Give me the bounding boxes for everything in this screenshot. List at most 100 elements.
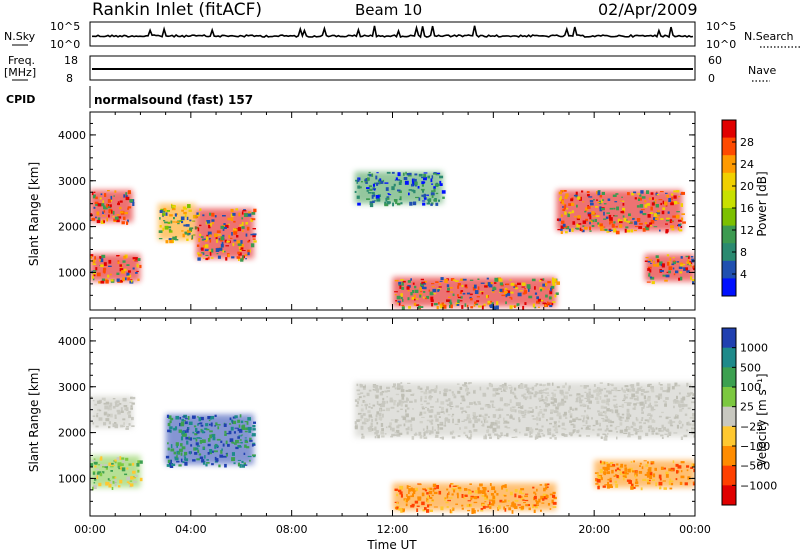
echo-cell: [449, 287, 453, 289]
echo-cell: [369, 174, 373, 177]
colorbar-tick-label: 4: [740, 268, 747, 281]
echo-cell: [545, 387, 549, 390]
echo-cell: [439, 183, 443, 186]
echo-cell: [433, 293, 437, 295]
echo-cell: [561, 422, 565, 426]
echo-cell: [578, 434, 582, 437]
echo-cell: [520, 508, 524, 511]
echo-cell: [432, 288, 437, 293]
echo-cell: [441, 302, 444, 305]
echo-cell: [423, 286, 427, 290]
echo-cell: [692, 280, 695, 284]
echo-cell: [368, 405, 371, 408]
echo-cell: [114, 476, 117, 479]
echo-cell: [237, 436, 240, 439]
echo-cell: [489, 282, 493, 284]
echo-cell: [209, 238, 212, 243]
echo-cell: [630, 461, 633, 463]
echo-cell: [430, 299, 434, 302]
echo-cell: [666, 389, 670, 393]
echo-cell: [489, 383, 493, 387]
echo-cell: [626, 394, 629, 396]
echo-cell: [559, 389, 564, 394]
echo-cell: [232, 243, 235, 247]
echo-cell: [222, 455, 227, 458]
echo-cell: [633, 191, 637, 194]
echo-cell: [464, 494, 468, 497]
echo-cell: [170, 203, 173, 206]
echo-cell: [108, 462, 112, 466]
echo-cell: [651, 202, 655, 206]
echo-cell: [173, 451, 177, 455]
echo-cell: [429, 430, 434, 434]
echo-cell: [620, 211, 623, 214]
echo-cell: [399, 285, 402, 289]
echo-cell: [430, 389, 435, 392]
echo-cell: [230, 213, 234, 218]
echo-cell: [691, 279, 695, 282]
echo-cell: [586, 191, 590, 194]
echo-cell: [96, 272, 101, 277]
echo-cell: [678, 266, 683, 269]
echo-cell: [127, 207, 129, 210]
echo-cell: [552, 506, 557, 508]
echo-cell: [653, 217, 657, 221]
echo-cell: [92, 263, 97, 265]
echo-cell: [463, 419, 468, 421]
echo-cell: [535, 435, 539, 439]
echo-cell: [518, 495, 522, 499]
echo-cell: [188, 438, 191, 440]
echo-cell: [650, 463, 653, 465]
echo-cell: [205, 423, 209, 427]
echo-cell: [447, 287, 450, 291]
echo-cell: [613, 221, 616, 224]
echo-cell: [172, 236, 176, 240]
echo-cell: [182, 416, 186, 418]
echo-cell: [211, 212, 215, 217]
echo-cell: [468, 504, 471, 507]
echo-cell: [422, 283, 427, 285]
echo-cell: [117, 261, 120, 264]
echo-cell: [431, 286, 435, 288]
echo-cell: [514, 503, 516, 507]
echo-cell: [640, 386, 643, 388]
echo-cell: [609, 409, 612, 412]
echo-cell: [224, 433, 227, 436]
echo-cell: [482, 423, 485, 427]
echo-cell: [586, 400, 589, 402]
echo-cell: [227, 254, 230, 258]
echo-cell: [135, 257, 138, 260]
echo-cell: [622, 207, 626, 212]
echo-cell: [132, 462, 135, 466]
echo-cell: [380, 431, 384, 435]
echo-cell: [508, 507, 512, 511]
echo-cell: [253, 240, 257, 243]
echo-cell: [644, 473, 648, 476]
echo-cell: [637, 198, 640, 201]
echo-cell: [474, 403, 478, 406]
echo-cell: [241, 230, 244, 232]
echo-cell: [389, 397, 393, 399]
echo-cell: [606, 427, 609, 431]
echo-cell: [542, 498, 545, 501]
echo-cell: [109, 413, 113, 418]
echo-cell: [242, 255, 244, 259]
echo-cell: [662, 400, 666, 403]
echo-cell: [483, 419, 486, 423]
echo-cell: [541, 433, 544, 435]
echo-cell: [466, 504, 471, 507]
xtick-label: 20:00: [578, 523, 610, 536]
echo-cell: [532, 418, 537, 420]
echo-cell: [624, 464, 627, 467]
echo-cell: [576, 217, 580, 221]
echo-cell: [592, 216, 596, 218]
echo-cell: [447, 404, 450, 406]
echo-cell: [665, 474, 669, 478]
echo-cell: [411, 297, 416, 300]
echo-cell: [448, 296, 451, 298]
echo-cell: [554, 436, 557, 440]
echo-cell: [101, 278, 106, 282]
echo-cell: [615, 469, 617, 472]
echo-cell: [445, 399, 449, 402]
echo-cell: [584, 391, 587, 393]
